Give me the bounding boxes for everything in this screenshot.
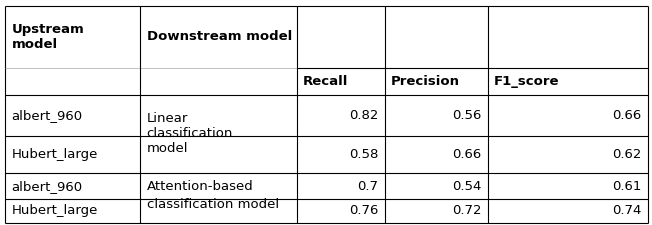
Text: 0.76: 0.76 (349, 205, 378, 217)
Text: classification model: classification model (147, 198, 279, 211)
Text: albert_960: albert_960 (12, 180, 83, 193)
Text: 0.66: 0.66 (452, 148, 481, 161)
Text: Hubert_large: Hubert_large (12, 205, 98, 217)
Text: 0.72: 0.72 (452, 205, 481, 217)
Text: 0.74: 0.74 (612, 205, 642, 217)
Text: Hubert_large: Hubert_large (12, 148, 98, 161)
Text: Attention-based: Attention-based (147, 180, 254, 193)
Text: Precision: Precision (391, 74, 460, 88)
Text: 0.66: 0.66 (612, 109, 642, 122)
Text: 0.56: 0.56 (452, 109, 481, 122)
Text: 0.82: 0.82 (349, 109, 378, 122)
Text: Recall: Recall (303, 74, 349, 88)
Text: F1_score: F1_score (494, 74, 559, 88)
Text: 0.7: 0.7 (357, 180, 378, 193)
Text: Upstream
model: Upstream model (12, 22, 85, 51)
Text: 0.54: 0.54 (452, 180, 481, 193)
Text: 0.58: 0.58 (349, 148, 378, 161)
Text: albert_960: albert_960 (12, 109, 83, 122)
Text: 0.62: 0.62 (612, 148, 642, 161)
Text: 0.61: 0.61 (612, 180, 642, 193)
Text: Downstream model: Downstream model (147, 30, 292, 43)
Text: Linear
classification
model: Linear classification model (147, 112, 233, 155)
